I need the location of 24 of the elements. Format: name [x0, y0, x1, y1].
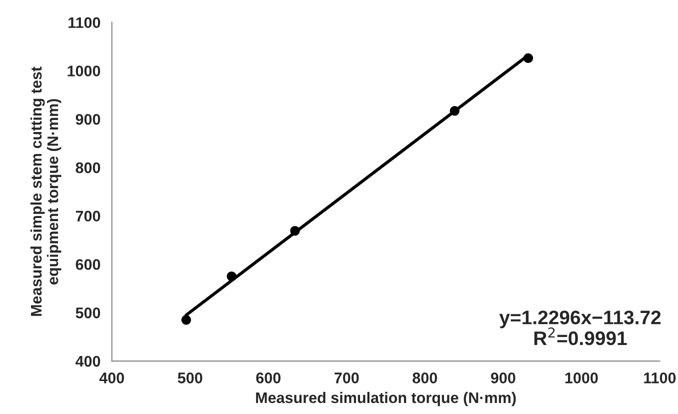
- x-tick-label: 400: [99, 372, 124, 384]
- y-tick-label: 1000: [68, 66, 100, 76]
- y-axis-title: Measured simple stem cutting test equipment torque (N·mm): [30, 66, 62, 316]
- x-tick-label: 1000: [565, 372, 598, 384]
- y-tick-label: 700: [76, 210, 100, 222]
- x-axis-title: Measured simulation torque (N·mm): [256, 392, 516, 406]
- point: [523, 53, 534, 64]
- point: [226, 271, 236, 282]
- point: [181, 315, 192, 325]
- point: [290, 226, 300, 236]
- point: [450, 106, 460, 116]
- x-tick-label: 900: [490, 372, 516, 384]
- x-tick-label: 600: [256, 372, 281, 384]
- y-tick-label: 500: [76, 307, 100, 318]
- y-tick-label: 800: [76, 162, 100, 174]
- x-tick-label: 1100: [644, 372, 676, 384]
- x-tick-label: 800: [412, 372, 438, 384]
- x-tick-label: 500: [178, 372, 202, 384]
- y-tick-label: 600: [76, 259, 100, 270]
- y-tick-label: 400: [76, 356, 100, 367]
- x-tick-label: 700: [334, 372, 359, 384]
- annotation: y=1.2296x−113.72 R$^{2}$=0.9991: [499, 310, 661, 346]
- y-tick-label: 1100: [68, 17, 100, 28]
- y-tick-label: 900: [76, 114, 100, 125]
